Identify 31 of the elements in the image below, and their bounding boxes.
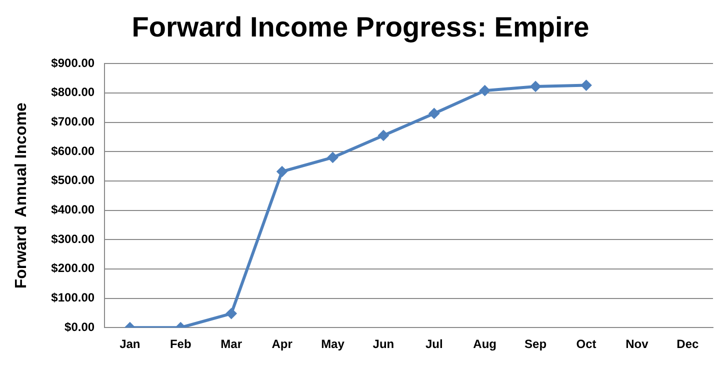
chart-title: Forward Income Progress: Empire: [132, 12, 590, 43]
x-tick-label: Sep: [524, 337, 547, 352]
x-tick-label: Nov: [626, 337, 649, 352]
y-tick-label: $400.00: [51, 202, 95, 217]
x-tick-label: Jan: [120, 337, 140, 352]
x-tick-label: Mar: [220, 337, 242, 352]
point: [327, 152, 338, 163]
y-tick-label: $800.00: [51, 85, 95, 100]
y-tick-label: $700.00: [51, 114, 95, 129]
x-tick-label: Oct: [576, 337, 596, 352]
point: [428, 108, 440, 119]
point: [276, 166, 288, 178]
y-tick-label: $0.00: [64, 320, 95, 334]
y-tick-label: $600.00: [51, 144, 95, 158]
point: [530, 80, 542, 92]
point: [378, 130, 389, 141]
x-tick-label: Aug: [473, 337, 497, 352]
point: [479, 85, 490, 96]
x-tick-label: Apr: [272, 337, 293, 352]
y-tick-label: $300.00: [51, 232, 95, 246]
y-axis-title: Forward Annual Income: [13, 102, 30, 289]
y-tick-label: $200.00: [51, 261, 95, 276]
y-tick-label: $500.00: [51, 173, 95, 188]
point: [580, 80, 592, 91]
x-tick-label: Jul: [425, 337, 443, 352]
x-tick-label: Dec: [676, 337, 699, 352]
y-tick-label: $900.00: [51, 56, 95, 70]
y-tick-label: $100.00: [51, 290, 95, 305]
x-tick-label: Jun: [372, 337, 394, 352]
x-tick-label: Feb: [170, 337, 192, 352]
x-tick-label: May: [321, 337, 345, 352]
